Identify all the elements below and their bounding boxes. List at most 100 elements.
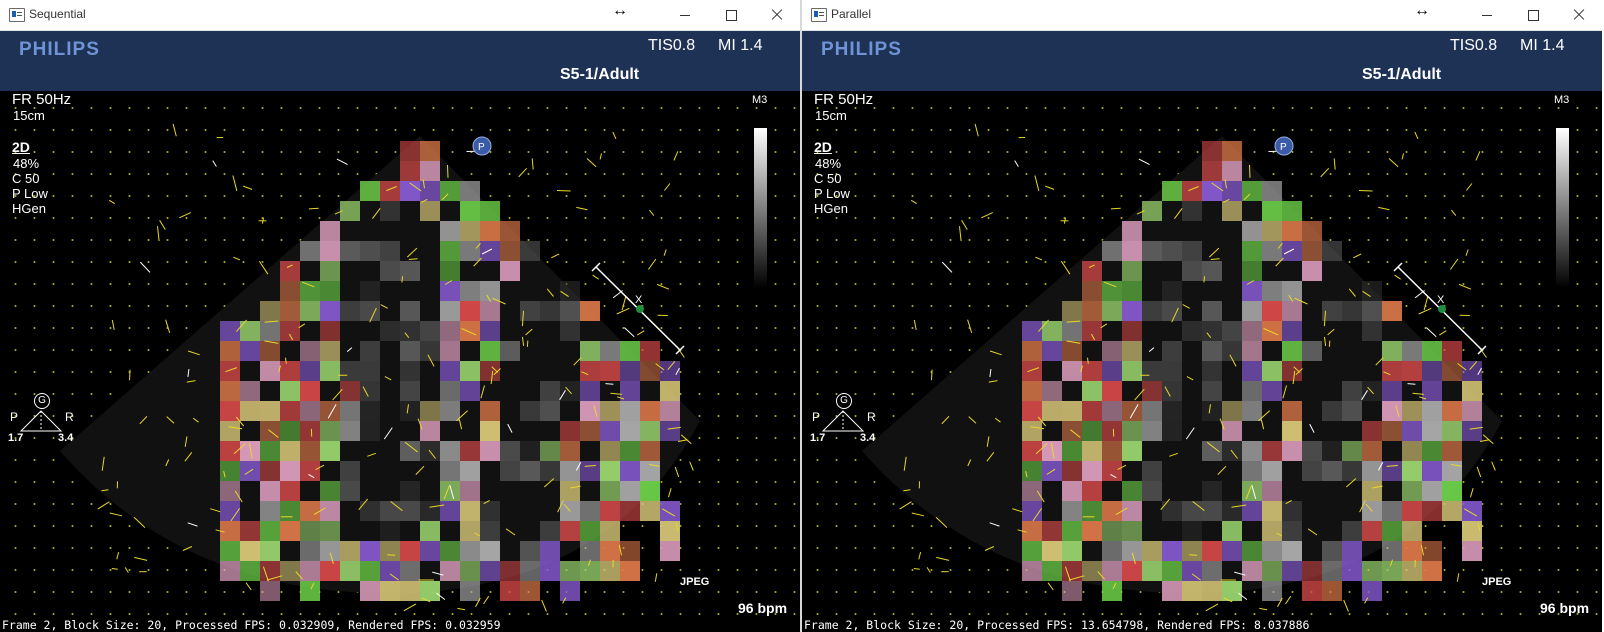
motion-block [1342, 541, 1362, 561]
motion-vector [1362, 290, 1371, 298]
motion-block [1382, 341, 1402, 361]
motion-block [300, 581, 320, 601]
motion-block [1162, 581, 1182, 601]
motion-block [440, 561, 460, 581]
tissue-block [520, 541, 540, 561]
motion-block [600, 361, 620, 381]
motion-vector [1359, 500, 1366, 513]
motion-vector [941, 416, 950, 425]
motion-vector [456, 410, 469, 422]
motion-vector [212, 160, 217, 167]
motion-vector [1470, 488, 1474, 498]
motion-block [1382, 301, 1402, 321]
tissue-block [1202, 321, 1222, 341]
motion-vector [262, 566, 269, 582]
motion-vector [1112, 582, 1117, 590]
motion-block [1102, 561, 1122, 581]
motion-block [220, 441, 240, 461]
motion-block [420, 541, 440, 561]
caliper-point[interactable] [1438, 305, 1446, 313]
motion-vector [988, 380, 998, 383]
close-button[interactable] [1556, 0, 1602, 30]
motion-block [1462, 401, 1482, 421]
motion-block [440, 181, 460, 201]
motion-vector [1129, 404, 1139, 419]
tissue-block [520, 301, 540, 321]
motion-block [300, 361, 320, 381]
motion-vector [674, 466, 680, 478]
motion-block [1382, 381, 1402, 401]
motion-vector [1090, 333, 1096, 341]
tissue-block [1182, 241, 1202, 261]
motion-block [1382, 561, 1402, 581]
motion-vector [1182, 304, 1190, 309]
motion-vector [546, 288, 554, 297]
motion-block [600, 501, 620, 521]
motion-vector [584, 465, 596, 467]
maximize-button[interactable] [708, 0, 754, 30]
power: P Low [814, 186, 850, 201]
motion-block [1242, 221, 1262, 241]
motion-vector [362, 386, 369, 397]
motion-block [1282, 241, 1302, 261]
motion-block [460, 241, 480, 261]
minimize-button[interactable] [662, 0, 708, 30]
motion-vector [1223, 198, 1230, 203]
motion-vector [184, 451, 193, 462]
titlebar[interactable]: Parallel ↔ [802, 0, 1602, 31]
motion-vector [1205, 603, 1219, 612]
motion-vector [1333, 158, 1336, 170]
motion-block [600, 441, 620, 461]
motion-vector [655, 363, 665, 371]
motion-vector [1035, 443, 1048, 455]
motion-vector [1343, 599, 1349, 612]
motion-block [260, 361, 280, 381]
motion-vector [1134, 388, 1145, 401]
motion-vector [480, 385, 485, 399]
motion-block [660, 421, 680, 441]
motion-block [300, 401, 320, 421]
motion-block [1062, 321, 1082, 341]
motion-block [1022, 521, 1042, 541]
titlebar[interactable]: Sequential ↔ [0, 0, 800, 31]
motion-block [1242, 241, 1262, 261]
tissue-block [360, 281, 380, 301]
tissue-block [1162, 241, 1182, 261]
motion-vector [443, 485, 450, 500]
motion-block [1122, 481, 1142, 501]
maximize-button[interactable] [1510, 0, 1556, 30]
motion-vector [1407, 383, 1416, 385]
motion-block [1082, 521, 1102, 541]
motion-block [1022, 441, 1042, 461]
tissue-block [1162, 421, 1182, 441]
minimize-button[interactable] [1464, 0, 1510, 30]
motion-vector [1491, 461, 1496, 471]
motion-vector [525, 328, 533, 336]
motion-vector [266, 575, 283, 581]
motion-block [1042, 521, 1062, 541]
motion-block [1222, 161, 1242, 181]
motion-vector [675, 367, 680, 376]
motion-block [1402, 341, 1422, 361]
motion-block [1062, 401, 1082, 421]
caliper-point[interactable] [636, 305, 644, 313]
close-button[interactable] [754, 0, 800, 30]
motion-vector [616, 307, 630, 315]
motion-block [620, 441, 640, 461]
motion-block [1122, 441, 1142, 461]
ultrasound-scan [60, 123, 700, 612]
motion-vector [1320, 167, 1330, 178]
motion-vector [417, 418, 423, 430]
motion-block [1042, 381, 1062, 401]
tissue-block [1162, 281, 1182, 301]
tissue-block [1142, 481, 1162, 501]
frame-rate: FR 50Hz [12, 91, 72, 108]
motion-block [1262, 201, 1282, 221]
motion-vector [1038, 319, 1049, 332]
motion-block [220, 421, 240, 441]
motion-vector [258, 260, 269, 275]
motion-block [400, 181, 420, 201]
motion-block [460, 201, 480, 221]
motion-vector [1449, 258, 1459, 270]
depth: 15cm [815, 108, 847, 123]
